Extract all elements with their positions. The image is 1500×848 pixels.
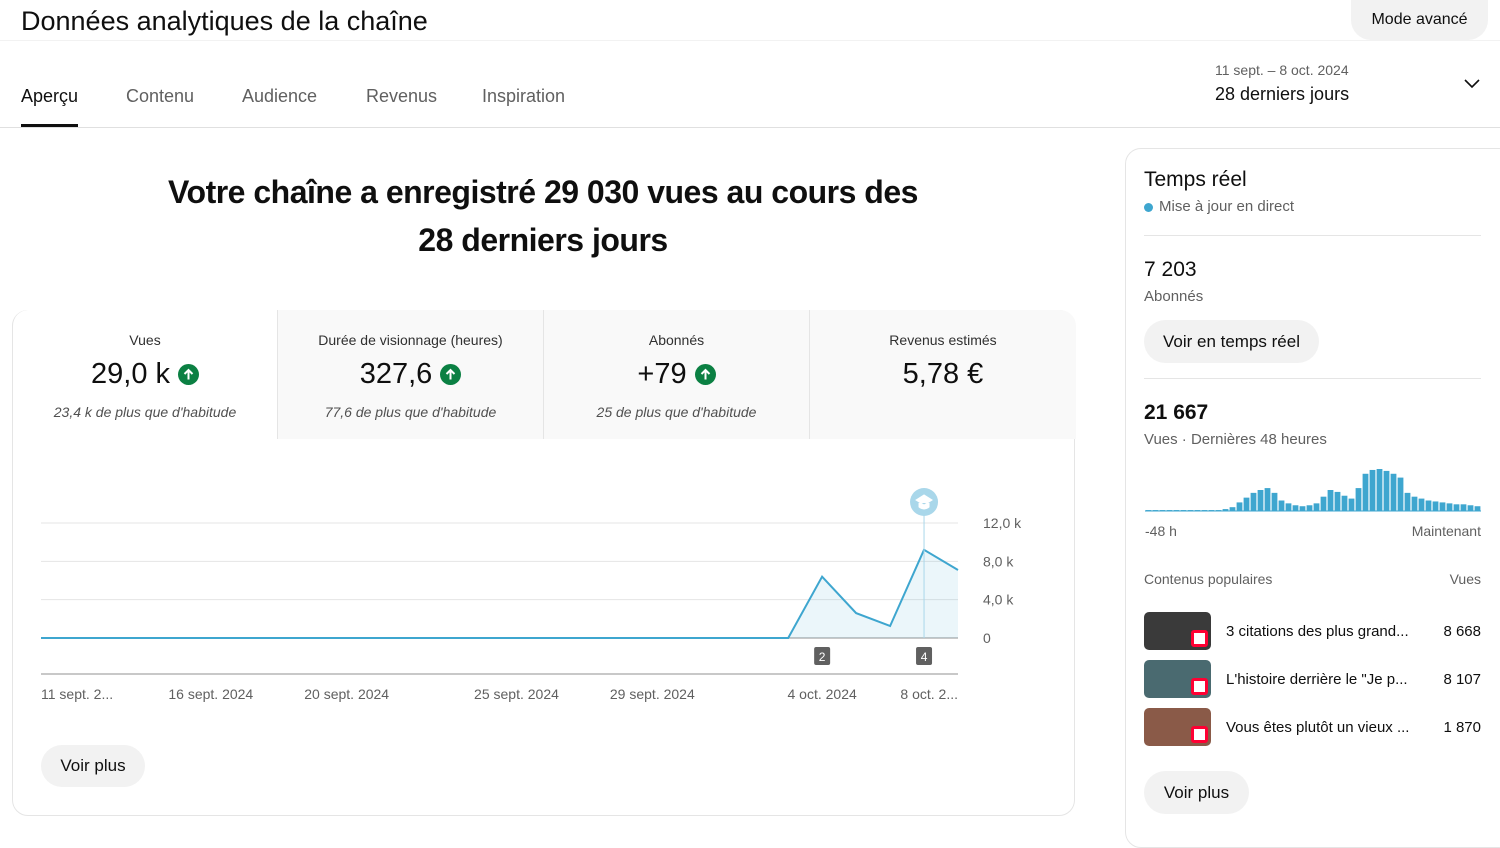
subscribers-value: 7 203: [1144, 258, 1197, 281]
date-range-label[interactable]: 28 derniers jours: [1215, 84, 1350, 104]
metric-label: Vues: [129, 332, 161, 348]
thumbnail: [1144, 612, 1211, 650]
metric-note: 25 de plus que d'habitude: [596, 404, 757, 420]
metric-value: 29,0 k: [91, 357, 170, 390]
item-views: 8 107: [1443, 671, 1481, 688]
item-views: 8 668: [1443, 623, 1481, 640]
tab[interactable]: Revenus: [366, 86, 438, 106]
thumbnail: [1144, 708, 1211, 746]
metric-value-row: 327,6: [278, 356, 543, 392]
tab[interactable]: Aperçu: [21, 86, 79, 106]
tab-indicator: [21, 124, 78, 127]
metric-card[interactable]: Durée de visionnage (heures) 327,6 77,6 de…: [278, 310, 544, 439]
tab[interactable]: Inspiration: [482, 86, 566, 106]
divider: [0, 40, 1500, 41]
date-range: 11 sept. – 8 oct. 2024: [1215, 62, 1349, 78]
divider: [1144, 378, 1481, 379]
shorts-badge: [1191, 726, 1208, 743]
page-title: Données analytiques de la chaîne: [21, 6, 428, 36]
metric-card[interactable]: Abonnés +79 25 de plus que d'habitude: [544, 310, 810, 439]
advanced-button[interactable]: Mode avancé: [1351, 0, 1488, 40]
metric-label: Durée de visionnage (heures): [318, 332, 503, 348]
tab[interactable]: Audience: [242, 86, 318, 106]
realtime-button[interactable]: Voir en temps réel: [1144, 320, 1319, 363]
metric-note: 77,6 de plus que d'habitude: [324, 404, 497, 420]
item-title[interactable]: Vous êtes plutôt un vieux ...: [1226, 719, 1410, 736]
metric-value: +79: [637, 357, 687, 390]
views-value: 21 667: [1144, 401, 1209, 424]
metric-value: 327,6: [359, 357, 433, 390]
metric-value: 5,78 €: [902, 357, 984, 390]
realtime-status: Mise à jour en direct: [1159, 198, 1295, 215]
headline-line: 28 derniers jours: [418, 222, 668, 258]
item-title[interactable]: L'histoire derrière le "Je p...: [1226, 671, 1408, 688]
metric-value-row: +79: [544, 356, 809, 392]
up-icon: [440, 363, 462, 385]
headline-line: Votre chaîne a enregistré 29 030 vues au…: [168, 174, 918, 210]
tab[interactable]: Contenu: [126, 86, 195, 106]
metric-value-row: 5,78 €: [810, 356, 1076, 392]
realtime-title: Temps réel: [1144, 168, 1247, 191]
shorts-badge: [1191, 678, 1208, 695]
views-label: Vues · Dernières 48 heures: [1144, 431, 1327, 448]
item-views: 1 870: [1443, 719, 1481, 736]
metric-value-row: 29,0 k: [13, 356, 277, 392]
thumbnail: [1144, 660, 1211, 698]
shorts-badge: [1191, 630, 1208, 647]
metric-card[interactable]: Revenus estimés 5,78 €: [810, 310, 1076, 439]
subscribers-label: Abonnés: [1144, 288, 1204, 305]
metric-label: Revenus estimés: [889, 332, 997, 348]
dropdown-icon[interactable]: [1463, 77, 1481, 91]
divider: [1144, 235, 1481, 236]
metric-label: Abonnés: [648, 332, 705, 348]
up-icon: [178, 363, 199, 385]
divider: [0, 127, 1500, 128]
up-icon: [694, 363, 716, 385]
item-title[interactable]: 3 citations des plus grand...: [1226, 623, 1409, 640]
popular-title: Contenus populaires: [1144, 571, 1273, 587]
headline: Votre chaîne a enregistré 29 030 vues au…: [0, 168, 1086, 264]
live-dot: [1144, 203, 1153, 212]
metric-note: 23,4 k de plus que d'habitude: [53, 404, 237, 420]
see-more-button[interactable]: Voir plus: [41, 745, 145, 787]
popular-column: Vues: [1449, 571, 1481, 587]
metric-card[interactable]: Vues 29,0 k 23,4 k de plus que d'habitude: [12, 310, 278, 439]
see-more-button[interactable]: Voir plus: [1144, 771, 1249, 814]
